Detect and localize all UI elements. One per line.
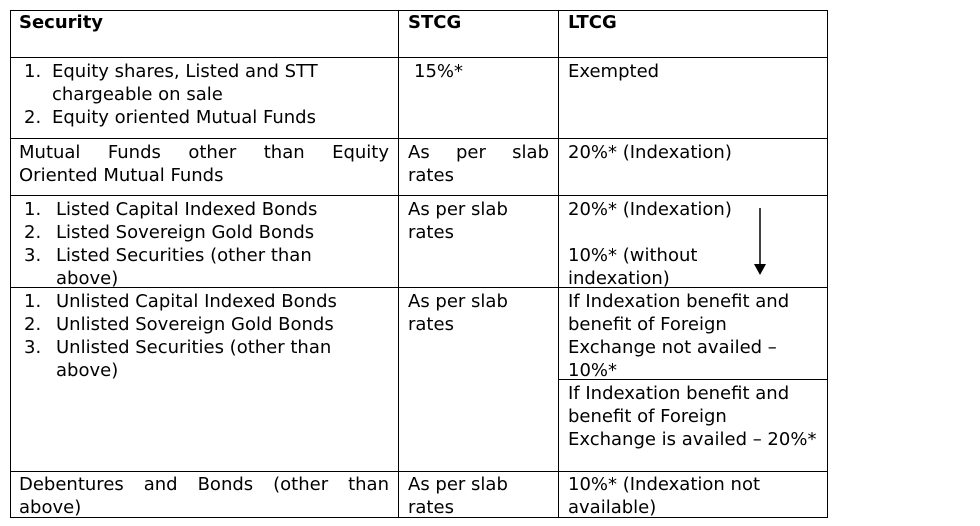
header-ltcg: LTCG	[568, 12, 617, 33]
row4-ltcg-availed: If Indexation benefit and benefit of For…	[568, 383, 817, 450]
row2-stcg: As per slab rates	[408, 142, 549, 186]
row2-security: Mutual Funds other than Equity Oriented …	[19, 142, 389, 186]
row2-ltcg: 20%* (Indexation)	[568, 142, 732, 163]
row3-stcg: As per slab rates	[408, 199, 508, 243]
row-divider	[10, 138, 828, 139]
row4-security: 1. Unlisted Capital Indexed Bonds 2. Unlis…	[24, 290, 389, 382]
row5-stcg: As per slab rates	[408, 474, 508, 518]
row4-stcg: As per slab rates	[408, 291, 508, 335]
row-divider	[10, 287, 828, 288]
header-security: Security	[19, 12, 104, 33]
table-border-top	[10, 10, 828, 11]
row5-security: Debentures and Bonds (other than above)	[19, 474, 389, 518]
row1-security: 1. Equity shares, Listed and STT chargeab…	[24, 60, 389, 129]
column-divider	[558, 10, 559, 518]
column-divider	[398, 10, 399, 518]
row1-stcg: 15%*	[414, 61, 464, 82]
row4-ltcg-not-availed: If Indexation benefit and benefit of For…	[568, 291, 790, 381]
row5-ltcg: 10%* (Indexation not available)	[568, 474, 761, 518]
list-item: 3. Unlisted Securities (other than above)	[24, 337, 332, 381]
table-border-right	[827, 10, 828, 518]
down-arrow-icon	[754, 208, 766, 275]
row3-ltcg-without-indexation: 10%* (without indexation)	[568, 245, 698, 289]
row-divider	[10, 195, 828, 196]
list-item: 3. Listed Securities (other than above)	[24, 245, 312, 289]
table-border-left	[10, 10, 11, 518]
row1-ltcg: Exempted	[568, 61, 660, 82]
row3-ltcg-indexation: 20%* (Indexation)	[568, 199, 732, 220]
ltcg-subdivider	[558, 379, 828, 380]
tax-table: Security STCG LTCG 1. Equity shares, List…	[10, 10, 828, 518]
row-divider	[10, 471, 828, 472]
list-item: 2. Listed Sovereign Gold Bonds	[24, 222, 315, 243]
row3-security: 1. Listed Capital Indexed Bonds 2. Listed …	[24, 198, 354, 290]
list-item: 1. Unlisted Capital Indexed Bonds	[24, 291, 337, 312]
table-border-bottom	[10, 517, 828, 518]
list-item: 2. Equity oriented Mutual Funds	[24, 107, 316, 128]
list-item: 2. Unlisted Sovereign Gold Bonds	[24, 314, 334, 335]
header-stcg: STCG	[408, 12, 462, 33]
list-item: 1. Listed Capital Indexed Bonds	[24, 199, 318, 220]
row-divider	[10, 57, 828, 58]
list-item: 1. Equity shares, Listed and STT chargeab…	[24, 61, 318, 105]
